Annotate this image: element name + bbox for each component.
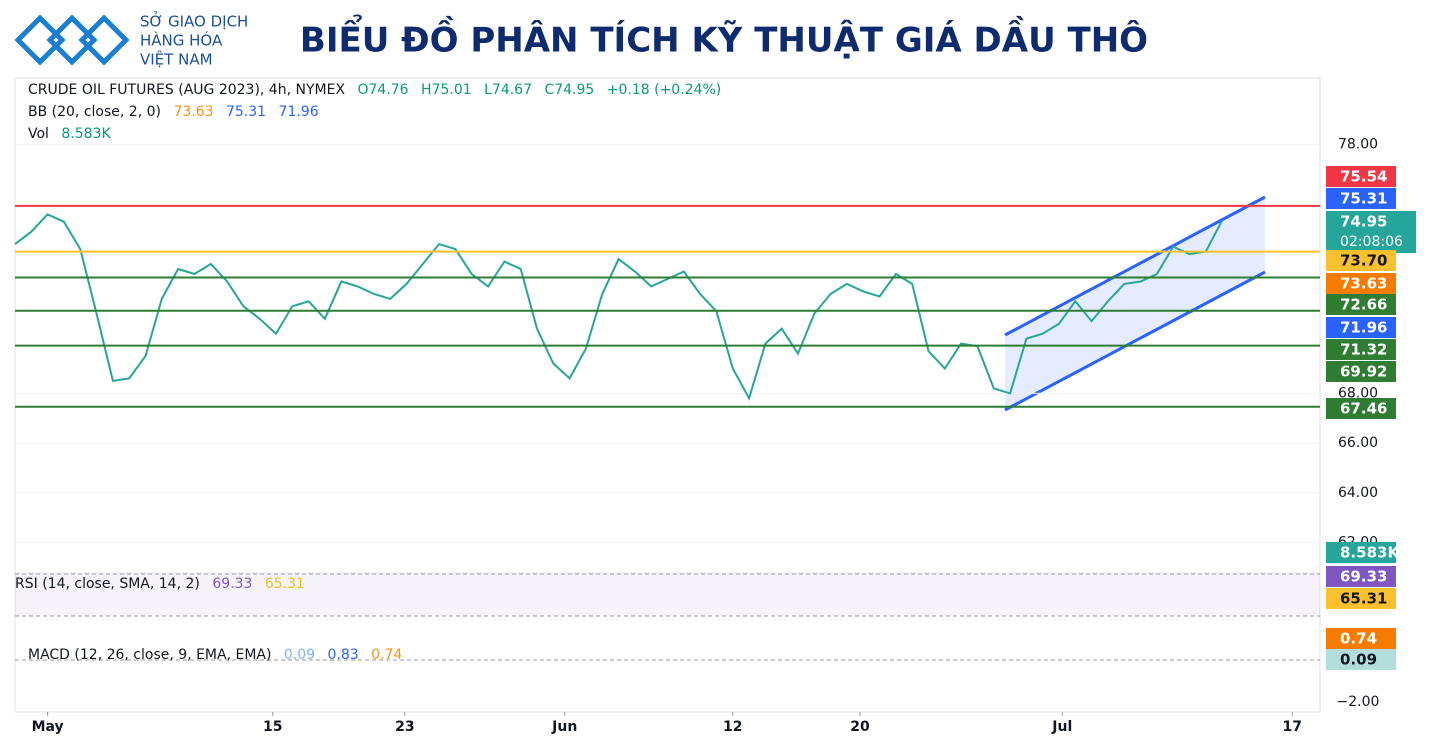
channel-line (1004, 195, 1266, 337)
x-tick-label: 20 (850, 719, 870, 735)
rsi-band (15, 572, 1320, 616)
symbol: CRUDE OIL FUTURES (AUG 2023), 4h, NYMEX (28, 82, 346, 98)
y-tick-label: 78.00 (1338, 137, 1378, 153)
title: BIỂU ĐỒ PHÂN TÍCH KỸ THUẬT GIÁ DẦU THÔ (300, 15, 1148, 61)
value-box (1326, 649, 1396, 670)
org-name: HÀNG HÓA (140, 31, 223, 50)
channel (1005, 197, 1265, 410)
value-box (1326, 542, 1396, 563)
channel-line (1004, 270, 1266, 412)
level-box (1326, 250, 1396, 271)
org-name: SỞ GIAO DỊCH (140, 11, 248, 31)
y-tick-label: 66.00 (1338, 435, 1378, 451)
ohlc: L74.67 (484, 82, 532, 98)
value-box-label: 0.09 (1340, 651, 1377, 669)
y-tick-label: 64.00 (1338, 485, 1378, 501)
level-box (1326, 317, 1396, 338)
macd-value: 0.83 (327, 647, 359, 663)
level-box (1326, 294, 1396, 315)
value-box (1326, 566, 1396, 587)
value-box (1326, 588, 1396, 609)
level-label: 73.63 (1340, 275, 1387, 293)
value-box-label: 0.74 (1340, 630, 1377, 648)
macd-value: 0.09 (283, 647, 316, 663)
rsi-value: 65.31 (264, 576, 305, 592)
legend-row: RSI (14, close, SMA, 14, 2) 69.33 65.31 (15, 576, 313, 592)
legend-row: MACD (12, 26, close, 9, EMA, EMA) 0.09 0… (28, 647, 410, 663)
vol-value: 8.583K (61, 126, 111, 142)
bb-value: 71.96 (278, 104, 319, 120)
x-tick-label: 15 (263, 719, 282, 735)
x-tick-label: Jun (551, 719, 577, 735)
org-name: VIỆT NAM (140, 50, 213, 69)
plot-frame (14, 77, 1321, 713)
ohlc: H75.01 (421, 82, 472, 98)
level-label: 71.32 (1340, 341, 1387, 359)
level-box (1326, 361, 1396, 382)
ohlc: O74.76 (357, 82, 409, 98)
level-label: 75.31 (1340, 190, 1387, 208)
level-label: 74.95 (1340, 213, 1387, 231)
level-label: 69.92 (1340, 363, 1387, 381)
countdown: 02:08:06 (1340, 234, 1403, 250)
value-box-label: 65.31 (1340, 590, 1387, 608)
x-tick-label: Jul (1051, 719, 1072, 735)
level-box (1326, 273, 1396, 294)
level-box (1326, 339, 1396, 360)
value-box (1326, 628, 1396, 649)
level-label: 75.54 (1340, 168, 1387, 186)
level-box (1326, 166, 1396, 187)
change: +0.18 (+0.24%) (606, 82, 722, 98)
level-label: 73.70 (1340, 252, 1387, 270)
logo (14, 14, 130, 66)
x-tick-label: May (32, 719, 64, 735)
level-box (1326, 398, 1396, 419)
legend-row: BB (20, close, 2, 0) 73.63 75.31 71.96 (28, 104, 327, 120)
y-tick-label: 68.00 (1338, 385, 1378, 401)
vol: Vol (28, 126, 49, 142)
rsi-value: 69.33 (212, 576, 253, 592)
macd: MACD (12, 26, close, 9, EMA, EMA) (28, 647, 272, 663)
bb-value: 75.31 (225, 104, 267, 120)
bb: BB (20, close, 2, 0) (28, 104, 161, 120)
level-box (1326, 211, 1416, 253)
legend-row: Vol 8.583K (28, 126, 119, 142)
price-line (14, 213, 1223, 401)
x-tick-label: 23 (395, 719, 414, 735)
macd-value: 0.74 (371, 647, 403, 663)
level-label: 67.46 (1340, 400, 1387, 418)
value-box-label: 69.33 (1340, 568, 1387, 586)
level-label: 71.96 (1340, 319, 1387, 337)
rsi: RSI (14, close, SMA, 14, 2) (15, 576, 200, 592)
legend-row: CRUDE OIL FUTURES (AUG 2023), 4h, NYMEX … (28, 82, 729, 98)
x-tick-label: 12 (723, 719, 742, 735)
value-box-label: 8.583K (1340, 544, 1400, 562)
x-tick-label: 17 (1283, 719, 1302, 735)
macd-tick: −2.00 (1337, 694, 1380, 710)
bb-value: 73.63 (173, 104, 214, 120)
level-box (1326, 188, 1396, 209)
level-label: 72.66 (1340, 296, 1387, 314)
ohlc: C74.95 (544, 82, 595, 98)
